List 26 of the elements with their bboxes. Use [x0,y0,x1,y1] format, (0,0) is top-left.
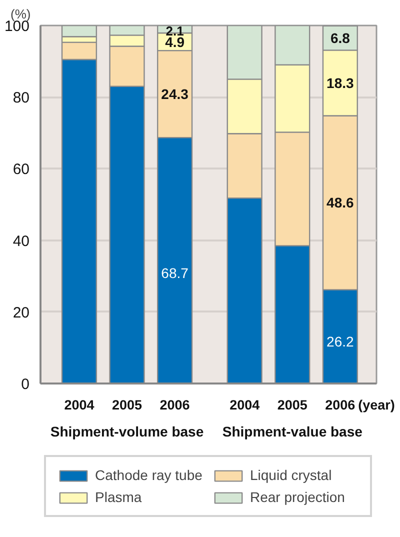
legend-label: Liquid crystal [250,467,333,483]
x-tick-label: 2006 [160,398,190,412]
y-tick-label: 0 [21,376,30,393]
data-label: 68.7 [161,264,189,281]
x-tick-label: 2004 [64,398,95,412]
data-label: 18.3 [326,74,354,91]
data-label: 6.8 [330,30,350,46]
y-tick-label: 20 [12,304,30,322]
data-label: 2.1 [166,24,184,38]
x-tick-label: 2006 [325,398,356,412]
y-tick-label: 60 [12,161,30,178]
data-label: 24.3 [161,86,189,102]
text: Shipment-value base [222,424,363,440]
legend-label: Cathode ray tube [95,467,204,483]
y-tick-label: 40 [12,232,30,250]
y-tick-label: 80 [12,90,30,107]
x-tick-label: 2005 [277,398,308,412]
x-tick-label: 2005 [112,398,143,412]
data-label: 48.6 [326,194,354,211]
x-tick-label: 2004 [230,398,260,412]
legend-label: Plasma [95,489,143,505]
legend-label: Rear projection [250,489,346,505]
y-axis-title: (%) [10,6,31,22]
text: Shipment-volume base [50,424,204,440]
data-label: 26.2 [326,333,354,350]
x-axis-title: (year) [358,398,395,412]
